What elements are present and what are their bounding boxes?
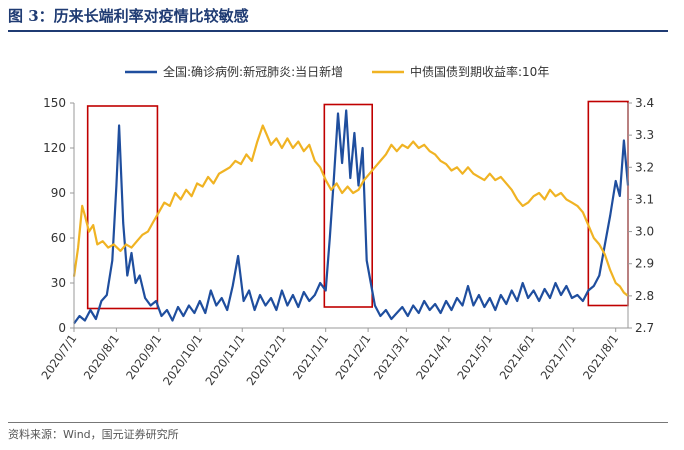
x-tick-label: 2021/6/1	[497, 332, 538, 382]
x-tick-label: 2021/4/1	[413, 332, 454, 382]
highlight-box-2	[323, 103, 374, 308]
source-note: 资料来源：Wind，国元证券研究所	[8, 428, 179, 441]
y-right-tick-label: 3.4	[635, 96, 654, 110]
x-tick-label: 2021/7/1	[538, 332, 579, 382]
highlight-box-1	[86, 105, 159, 310]
y-left-tick-label: 150	[43, 96, 66, 110]
y-right-tick-label: 3.2	[635, 160, 654, 174]
x-tick-label: 2020/10/1	[160, 332, 205, 388]
line-chart: 0 30 60 90 120 150 2.7 2.8 2.9 3.0 3.1 3.2 3.3 3.4 202…	[38, 64, 654, 388]
x-tick-label: 2020/7/1	[38, 332, 79, 382]
y-left-tick-label: 0	[58, 321, 66, 335]
legend: 全国:确诊病例:新冠肺炎:当日新增 中债国债到期收益率:10年	[125, 64, 549, 79]
y-right-tick-label: 3.3	[635, 128, 654, 142]
title-rule	[8, 30, 668, 32]
x-tick-label: 2021/8/1	[580, 332, 621, 382]
x-tick-label: 2020/12/1	[243, 332, 288, 388]
x-tick-label: 2020/8/1	[81, 332, 122, 382]
y-right-tick-label: 2.7	[635, 321, 654, 335]
footer-rule	[8, 422, 668, 423]
figure-title: 图 3：历来长端利率对疫情比较敏感	[8, 7, 249, 25]
x-tick-label: 2021/2/1	[332, 332, 373, 382]
y-right-tick-label: 2.9	[635, 257, 654, 271]
series-line-cases	[73, 109, 630, 325]
x-tick-label: 2021/1/1	[290, 332, 331, 382]
axes: 0 30 60 90 120 150 2.7 2.8 2.9 3.0 3.1 3.2 3.3 3.4 202…	[38, 96, 654, 388]
y-right-tick-label: 3.0	[635, 225, 654, 239]
x-tick-label: 2020/11/1	[202, 332, 247, 388]
legend-label-cases: 全国:确诊病例:新冠肺炎:当日新增	[163, 64, 343, 79]
y-right-tick-label: 3.1	[635, 192, 654, 206]
y-right-tick-label: 2.8	[635, 289, 654, 303]
legend-label-yield: 中债国债到期收益率:10年	[410, 64, 549, 79]
x-tick-label: 2021/5/1	[454, 332, 495, 382]
y-left-tick-label: 120	[43, 141, 66, 155]
y-left-tick-label: 60	[51, 231, 66, 245]
series-lines	[72, 109, 630, 325]
highlight-box-3	[587, 100, 629, 307]
series-line-yield	[72, 124, 629, 297]
y-left-tick-label: 30	[51, 276, 66, 290]
x-tick-label: 2020/9/1	[123, 332, 164, 382]
x-tick-label: 2021/3/1	[371, 332, 412, 382]
y-left-tick-label: 90	[51, 186, 66, 200]
